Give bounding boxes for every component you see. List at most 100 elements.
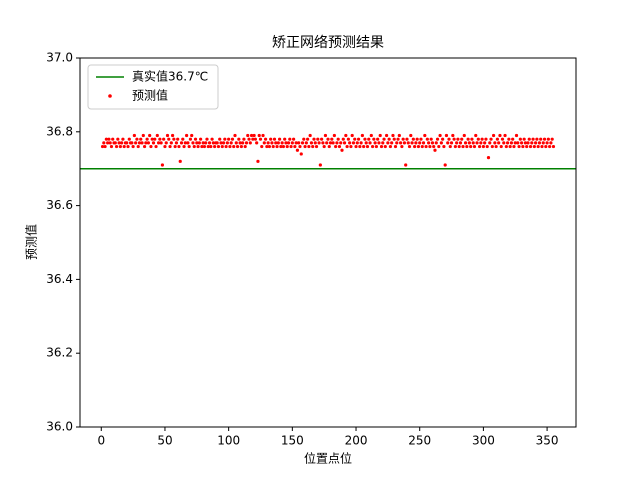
point (102, 141, 106, 145)
point (544, 144, 548, 149)
point (242, 137, 246, 141)
point (289, 144, 293, 149)
point (341, 137, 345, 141)
y-tick-label: 36.0 (46, 420, 73, 434)
point (276, 141, 280, 145)
point (237, 137, 241, 141)
point (517, 144, 521, 149)
point (285, 144, 289, 149)
point (500, 137, 505, 141)
point (297, 141, 301, 145)
point (159, 141, 163, 145)
point (337, 144, 342, 149)
point (345, 144, 349, 149)
point (247, 137, 251, 141)
point (158, 137, 162, 141)
plot-frame (79, 57, 577, 428)
y-tick-label: 36.2 (46, 346, 73, 360)
point (493, 141, 497, 145)
point (474, 133, 478, 138)
point (204, 141, 208, 145)
point (238, 141, 242, 145)
point (127, 137, 131, 141)
point (532, 144, 536, 149)
point (183, 141, 187, 145)
point (386, 141, 390, 145)
point (252, 133, 256, 138)
point (460, 137, 464, 141)
point (353, 137, 357, 141)
point (437, 144, 441, 149)
point (461, 144, 465, 149)
point (263, 137, 268, 141)
point (223, 137, 227, 141)
point (149, 144, 153, 149)
point (192, 144, 196, 149)
point (397, 133, 401, 138)
point (205, 137, 209, 141)
point (471, 141, 475, 145)
point (446, 141, 450, 145)
point (201, 141, 205, 145)
point (103, 144, 107, 149)
point (246, 133, 250, 138)
point (320, 137, 324, 141)
point (193, 137, 198, 141)
point (260, 144, 264, 149)
point (367, 137, 371, 141)
point (418, 141, 422, 145)
point (104, 137, 108, 141)
point (131, 144, 135, 149)
point (174, 141, 179, 145)
point (317, 141, 321, 145)
point (430, 141, 435, 145)
point (413, 144, 417, 149)
point (472, 144, 477, 149)
point (316, 137, 320, 141)
point (243, 144, 247, 149)
point (151, 141, 156, 145)
point (150, 137, 154, 141)
point (167, 137, 171, 141)
point (314, 144, 319, 149)
point (321, 141, 325, 145)
point (516, 141, 520, 145)
point (419, 137, 423, 141)
point (539, 137, 543, 141)
point (495, 137, 500, 141)
point (211, 141, 215, 145)
point (328, 141, 333, 145)
point (443, 163, 447, 167)
point (307, 144, 311, 149)
point (523, 141, 528, 145)
point (274, 141, 278, 145)
point (400, 144, 404, 149)
point (185, 133, 189, 138)
point (284, 141, 288, 145)
point (335, 141, 339, 145)
point (283, 137, 287, 141)
point (449, 141, 454, 145)
point (479, 141, 483, 145)
x-tick-label: 300 (472, 434, 495, 448)
point (290, 141, 294, 145)
point (405, 137, 409, 141)
point (213, 144, 217, 149)
point (108, 141, 112, 145)
point (420, 144, 424, 149)
point (551, 144, 556, 149)
point (173, 144, 177, 149)
point (384, 133, 389, 138)
point (466, 137, 470, 141)
point (423, 133, 427, 138)
point (216, 144, 221, 149)
point (255, 141, 259, 145)
x-tick-label: 150 (281, 434, 304, 448)
point (350, 133, 354, 138)
point (232, 144, 236, 149)
point (156, 141, 161, 145)
point (528, 144, 533, 149)
point (121, 137, 125, 141)
point (512, 144, 516, 149)
point (181, 137, 185, 141)
